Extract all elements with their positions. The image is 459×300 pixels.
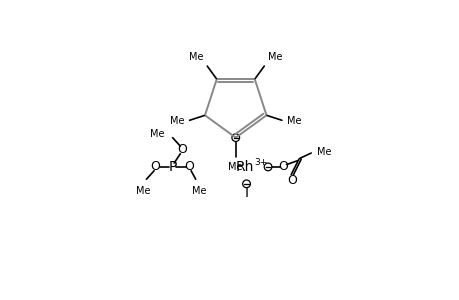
Text: O: O bbox=[177, 143, 186, 157]
Text: Me: Me bbox=[189, 52, 203, 62]
Text: Me: Me bbox=[286, 116, 301, 126]
Text: Me: Me bbox=[150, 129, 164, 139]
Text: O: O bbox=[278, 160, 288, 173]
Text: P: P bbox=[168, 160, 176, 174]
Text: Me: Me bbox=[191, 186, 206, 196]
Text: Me: Me bbox=[136, 186, 150, 196]
Text: Me: Me bbox=[228, 162, 242, 172]
Text: Rh: Rh bbox=[235, 160, 254, 174]
Text: O: O bbox=[184, 160, 194, 173]
Text: Me: Me bbox=[267, 52, 281, 62]
Text: Me: Me bbox=[169, 116, 184, 126]
Text: I: I bbox=[244, 186, 248, 200]
Text: O: O bbox=[286, 174, 296, 187]
Text: Me: Me bbox=[317, 147, 331, 157]
Text: 3+: 3+ bbox=[254, 158, 267, 167]
Text: O: O bbox=[151, 160, 160, 173]
